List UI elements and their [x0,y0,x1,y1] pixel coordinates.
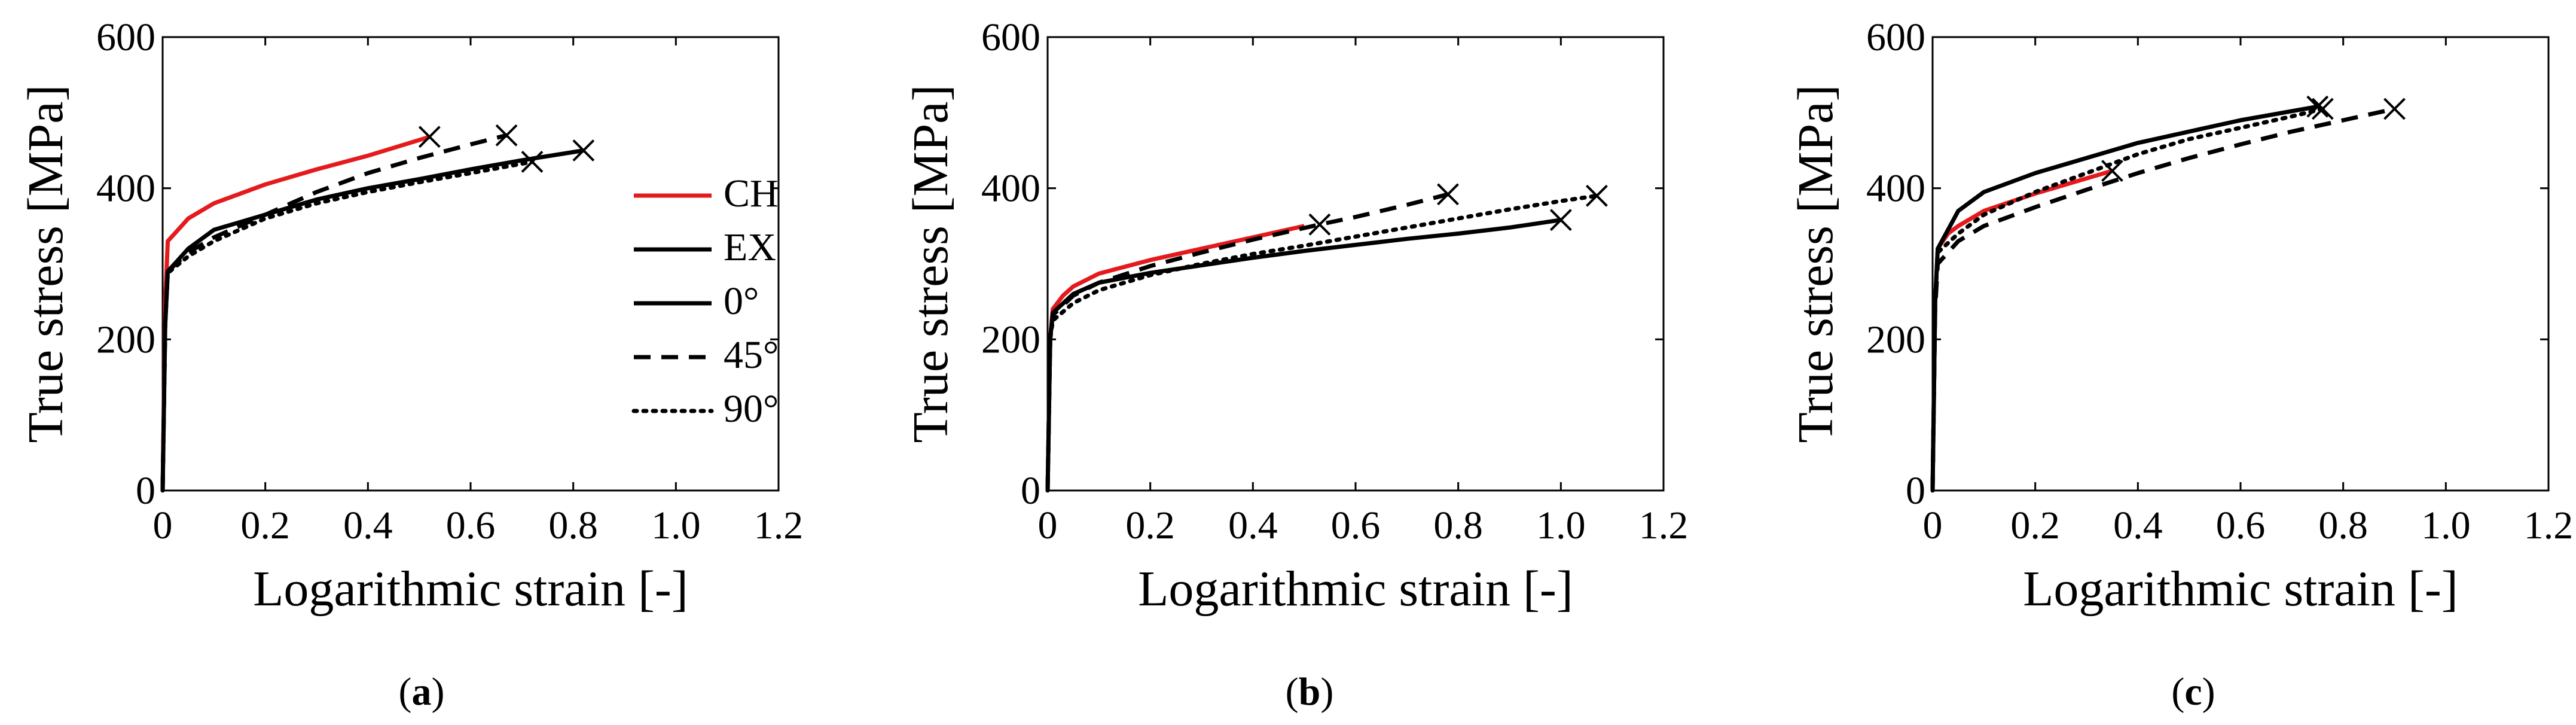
fracture-marker [2311,98,2334,120]
y-tick-label: 200 [981,318,1040,361]
fracture-marker [495,124,518,147]
y-tick-label: 400 [1866,167,1925,211]
y-tick-label: 200 [1866,318,1925,361]
x-tick-label: 0.4 [2113,504,2163,547]
fracture-marker [1586,184,1608,207]
y-tick-label: 200 [96,318,155,361]
series-line-90deg [160,160,535,493]
plot-frame [161,36,780,492]
fracture-marker [572,139,595,162]
series-line-ch [160,135,431,491]
panel-c: 0 0.2 0.4 0.6 0.8 1.0 1.2 0 200 400 600 Logarithmic… [1788,16,2573,714]
plot-frame [1931,36,2550,492]
fracture-marker [521,151,544,173]
series-line-45deg [160,133,507,491]
x-tick-label: 0.8 [548,504,598,547]
x-tick-label: 0.2 [240,504,290,547]
x-tick-label: 0.6 [1331,504,1381,547]
legend-label: 0° [724,279,759,323]
x-tick-label: 0 [1923,504,1943,547]
x-tick-label: 0 [1038,504,1058,547]
x-tick-label: 0.4 [1228,504,1278,547]
x-tick-label: 0.4 [343,504,393,547]
series-line-90deg [1930,106,2325,493]
x-tick-label: 1.2 [754,504,804,547]
legend-label: EX [724,226,776,269]
panel-caption: (b) [1286,670,1334,714]
x-tick-label: 1.2 [2524,504,2574,547]
series-line-0deg [1930,104,2318,491]
fracture-marker [2383,98,2406,120]
series-line-ch [1930,169,2113,491]
y-tick-label: 600 [1866,16,1925,59]
y-tick-label: 600 [96,16,155,59]
legend-label: 45° [724,333,779,377]
x-tick-label: 1.0 [1536,504,1586,547]
legend-label: 90° [724,387,779,431]
series-line-0deg [1045,218,1561,491]
panel-caption: (a) [399,670,445,714]
series-line-45deg [1930,106,2395,491]
x-tick-label: 1.2 [1639,504,1689,547]
fracture-marker [1437,183,1459,206]
x-axis-label: Logarithmic strain [-] [1138,561,1573,617]
panel-b: 0 0.2 0.4 0.6 0.8 1.0 1.2 0 200 400 600 Logarithmic… [903,16,1688,714]
y-tick-label: 400 [981,167,1040,211]
x-tick-label: 0 [153,504,173,547]
x-tick-label: 0.2 [1125,504,1175,547]
fracture-marker [1308,213,1331,236]
x-tick-label: 1.0 [651,504,701,547]
fracture-marker [1549,209,1572,231]
y-tick-label: 0 [136,469,155,513]
x-axis-label: Logarithmic strain [-] [253,561,688,617]
x-tick-label: 0.6 [2216,504,2266,547]
fracture-marker [2101,160,2123,182]
legend: CH EX 0° 45° 90° [631,172,779,431]
panel-caption: (c) [2171,670,2215,714]
x-tick-label: 0.8 [2318,504,2368,547]
y-tick-label: 0 [1906,469,1925,513]
fracture-marker [418,126,441,148]
y-tick-label: 600 [981,16,1040,59]
legend-label: CH [724,172,779,215]
x-tick-label: 0.6 [446,504,496,547]
x-axis-label: Logarithmic strain [-] [2023,561,2458,617]
x-tick-label: 0.8 [1433,504,1483,547]
x-tick-label: 1.0 [2421,504,2471,547]
panel-a: 0 0.2 0.4 0.6 0.8 1.0 1.2 0 200 400 600 Logarithmic… [18,16,803,714]
y-tick-label: 0 [1021,469,1040,513]
y-axis-label: True stress [MPa] [18,85,74,443]
series-line-ch [1045,224,1305,491]
y-axis-label: True stress [MPa] [903,85,959,443]
y-axis-label: True stress [MPa] [1788,85,1844,443]
y-tick-label: 400 [96,167,155,211]
series-line-0deg [160,148,584,491]
x-tick-label: 0.2 [2010,504,2060,547]
series-line-90deg [1045,193,1599,493]
